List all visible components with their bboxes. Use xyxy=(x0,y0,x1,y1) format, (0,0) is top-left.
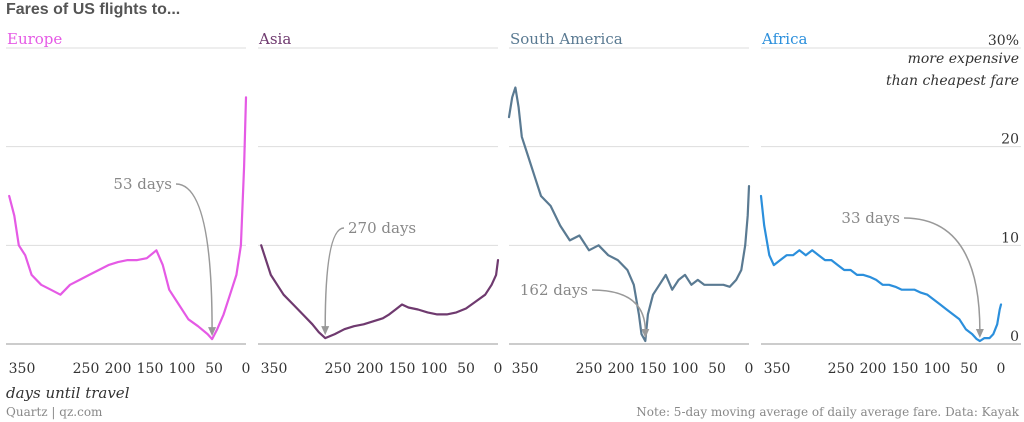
x-tick-3-350: 350 xyxy=(764,361,791,377)
y-unit-line2: more expensive xyxy=(908,51,1019,67)
series-line-3 xyxy=(759,194,1003,343)
panels-layer: Europe 350 250 200 150 100 50 0 53 days Asia 350 25… xyxy=(7,30,1005,377)
annotation-label-3: 33 days xyxy=(841,209,900,227)
x-axis-label: days until travel xyxy=(6,384,130,402)
x-tick-0-150: 150 xyxy=(137,361,164,377)
x-tick-2-250: 250 xyxy=(576,361,603,377)
x-tick-3-200: 200 xyxy=(860,361,887,377)
panel-title-2: South America xyxy=(510,30,623,48)
x-tick-2-0: 0 xyxy=(745,361,754,377)
x-tick-0-50: 50 xyxy=(205,361,223,377)
annotation-arrow-0 xyxy=(175,183,213,330)
x-tick-3-150: 150 xyxy=(892,361,919,377)
x-tick-2-350: 350 xyxy=(512,361,539,377)
x-tick-2-50: 50 xyxy=(708,361,726,377)
series-line-0 xyxy=(8,96,248,341)
annotation-arrowhead-3 xyxy=(975,329,984,339)
annotation-arrowhead-2 xyxy=(641,329,650,339)
x-tick-3-250: 250 xyxy=(828,361,855,377)
x-tick-3-0: 0 xyxy=(997,361,1006,377)
series-line-1 xyxy=(260,244,500,340)
annotation-arrow-3 xyxy=(903,217,981,332)
x-tick-0-100: 100 xyxy=(169,361,196,377)
series-line-2 xyxy=(507,86,751,343)
y-unit-line3: than cheapest fare xyxy=(886,73,1019,89)
panel-0: Europe 350 250 200 150 100 50 0 53 days xyxy=(7,30,250,377)
panel-title-1: Asia xyxy=(258,30,291,48)
y-tick-20: 20 xyxy=(1001,132,1019,148)
y-tick-0: 0 xyxy=(1010,329,1019,345)
annotation-label-1: 270 days xyxy=(348,219,416,237)
panel-1: Asia 350 250 200 150 100 50 0 270 days xyxy=(258,30,502,377)
panel-3: Africa 350 250 200 150 100 50 0 33 days xyxy=(759,30,1006,377)
annotation-label-2: 162 days xyxy=(520,281,588,299)
x-tick-3-50: 50 xyxy=(960,361,978,377)
annotation-arrowhead-0 xyxy=(208,327,217,337)
footnote: Note: 5-day moving average of daily aver… xyxy=(636,405,1019,419)
x-tick-1-200: 200 xyxy=(357,361,384,377)
chart-title: Fares of US flights to... xyxy=(6,1,180,18)
panel-title-3: Africa xyxy=(761,30,807,48)
panel-title-0: Europe xyxy=(7,30,62,48)
x-tick-1-150: 150 xyxy=(389,361,416,377)
x-tick-1-0: 0 xyxy=(494,361,503,377)
y-tick-30: 30% xyxy=(988,33,1019,49)
x-tick-1-250: 250 xyxy=(325,361,352,377)
x-tick-1-100: 100 xyxy=(421,361,448,377)
x-tick-1-50: 50 xyxy=(457,361,475,377)
x-tick-0-350: 350 xyxy=(9,361,36,377)
annotation-arrow-2 xyxy=(591,289,647,332)
source-credit: Quartz | qz.com xyxy=(6,405,103,419)
y-axis: 0 10 20 30% xyxy=(988,33,1019,345)
x-tick-3-100: 100 xyxy=(924,361,951,377)
annotation-label-0: 53 days xyxy=(113,175,172,193)
grid-layer xyxy=(6,47,1021,345)
x-tick-0-250: 250 xyxy=(73,361,100,377)
x-tick-0-200: 200 xyxy=(105,361,132,377)
x-tick-2-150: 150 xyxy=(640,361,667,377)
x-tick-2-100: 100 xyxy=(672,361,699,377)
x-tick-0-0: 0 xyxy=(242,361,251,377)
y-tick-10: 10 xyxy=(1001,230,1019,246)
annotation-arrow-1 xyxy=(324,227,345,329)
annotation-arrowhead-1 xyxy=(321,326,330,336)
x-tick-1-350: 350 xyxy=(261,361,288,377)
panel-2: South America 350 250 200 150 100 50 0 162 days xyxy=(507,30,754,377)
x-tick-2-200: 200 xyxy=(608,361,635,377)
